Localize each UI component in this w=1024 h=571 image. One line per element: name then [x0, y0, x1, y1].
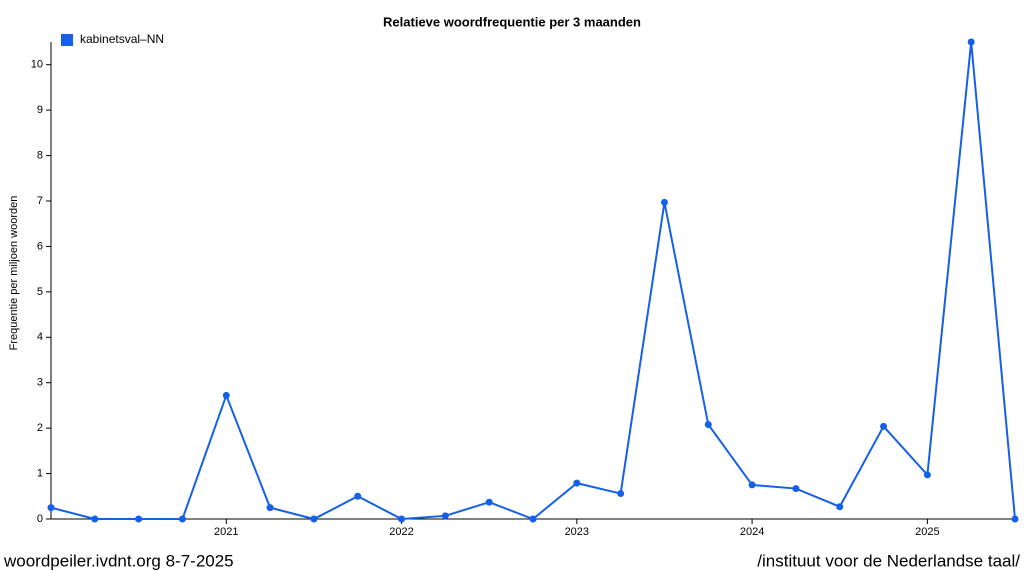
- y-tick-label: 8: [37, 149, 43, 161]
- point: [880, 422, 888, 430]
- x-tick-label: 2021: [214, 526, 238, 538]
- y-tick-label: 3: [37, 377, 43, 389]
- y-tick-label: 5: [37, 286, 43, 298]
- point: [836, 503, 844, 511]
- y-tick-label: 7: [37, 195, 43, 207]
- point: [704, 421, 712, 429]
- y-tick-label: 6: [37, 240, 43, 252]
- y-tick-label: 9: [37, 104, 43, 116]
- point: [441, 512, 449, 520]
- point: [923, 471, 931, 479]
- y-tick-label: 10: [31, 59, 43, 71]
- y-tick-label: 1: [37, 467, 43, 479]
- point: [485, 498, 493, 506]
- point: [573, 479, 581, 487]
- point: [135, 515, 143, 523]
- point: [660, 198, 668, 206]
- point: [222, 391, 230, 399]
- point: [967, 38, 975, 46]
- y-axis-label: Frequentie per miljoen woorden: [8, 196, 20, 351]
- line: [50, 41, 1016, 521]
- legend-label: kabinetsval–NN: [80, 32, 164, 46]
- x-tick-label: 2024: [740, 526, 764, 538]
- point: [354, 492, 362, 500]
- point: [310, 515, 318, 523]
- footer-right: /instituut voor de Nederlandse taal/: [757, 551, 1020, 570]
- x-tick-label: 2022: [389, 526, 413, 538]
- point: [617, 490, 625, 498]
- point: [266, 504, 274, 512]
- point: [47, 504, 55, 512]
- x-tick-label: 2025: [915, 526, 939, 538]
- footer-left: woordpeiler.ivdnt.org 8-7-2025: [3, 551, 234, 570]
- point: [178, 515, 186, 523]
- point: [792, 485, 800, 493]
- point: [91, 515, 99, 523]
- y-tick-label: 4: [37, 331, 43, 343]
- point: [398, 515, 406, 523]
- y-tick-label: 2: [37, 422, 43, 434]
- point: [1011, 515, 1019, 523]
- point: [529, 515, 537, 523]
- chart-title: Relatieve woordfrequentie per 3 maanden: [383, 14, 641, 29]
- y-tick-label: 0: [37, 513, 43, 525]
- legend-swatch: [61, 34, 73, 46]
- point: [748, 481, 756, 489]
- x-tick-label: 2023: [565, 526, 589, 538]
